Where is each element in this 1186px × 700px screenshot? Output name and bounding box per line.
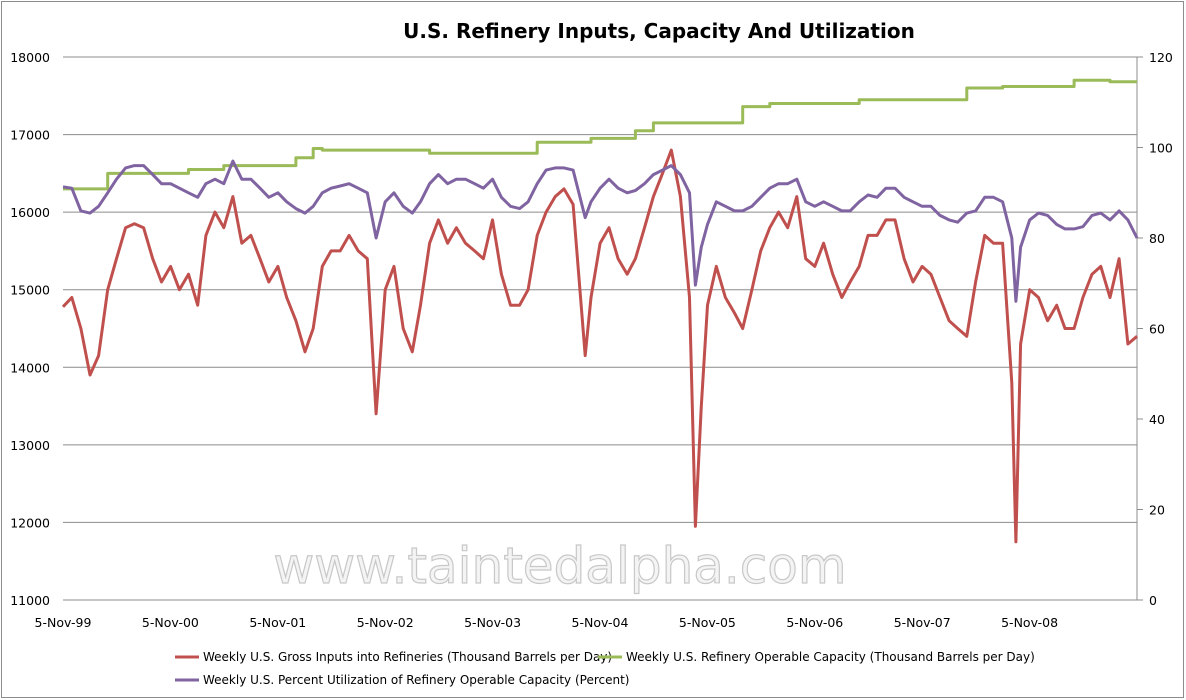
x-tick-label: 5-Nov-00 [142,615,199,630]
left-tick-label: 15000 [10,283,50,298]
series-lines [61,78,1139,544]
left-tick-label: 13000 [10,438,50,453]
right-axis: 0 20 40 60 80 100 120 [1136,50,1173,608]
left-tick-label: 12000 [10,515,50,530]
series-line-0 [61,148,1138,544]
x-tick-label: 5-Nov-02 [357,615,414,630]
x-tick-label: 5-Nov-07 [894,615,951,630]
right-tick-label: 60 [1149,322,1165,337]
gridlines [63,56,1137,601]
x-tick-label: 5-Nov-05 [679,615,736,630]
series-line-2 [62,159,1139,303]
x-axis-ticks: 5-Nov-99 5-Nov-00 5-Nov-01 5-Nov-02 5-Nov-03… [35,615,1059,630]
watermark: www.taintedalpha.com [273,537,846,595]
x-tick-label: 5-Nov-08 [1001,615,1058,630]
left-tick-label: 11000 [10,593,50,608]
legend-label-0: Weekly U.S. Gross Inputs into Refineries… [203,650,612,664]
right-tick-label: 20 [1149,503,1165,518]
right-tick-label: 100 [1149,141,1173,156]
legend: Weekly U.S. Gross Inputs into Refineries… [175,650,1035,687]
left-tick-label: 14000 [10,360,50,375]
legend-label-2: Weekly U.S. Percent Utilization of Refin… [203,673,630,687]
chart-title: U.S. Refinery Inputs, Capacity And Utili… [403,19,915,43]
legend-label-1: Weekly U.S. Refinery Operable Capacity (… [626,650,1035,664]
x-tick-label: 5-Nov-99 [35,615,92,630]
left-tick-label: 17000 [10,128,50,143]
right-tick-label: 120 [1149,50,1173,65]
x-tick-label: 5-Nov-04 [572,615,629,630]
left-axis-ticks: 11000 12000 13000 14000 15000 16000 17000 18000 [10,50,50,608]
right-tick-label: 0 [1149,593,1157,608]
left-tick-label: 18000 [10,50,50,65]
x-tick-label: 5-Nov-06 [786,615,843,630]
right-tick-label: 80 [1149,231,1165,246]
right-tick-label: 40 [1149,412,1165,427]
left-tick-label: 16000 [10,205,50,220]
x-tick-label: 5-Nov-01 [249,615,306,630]
x-tick-label: 5-Nov-03 [464,615,521,630]
